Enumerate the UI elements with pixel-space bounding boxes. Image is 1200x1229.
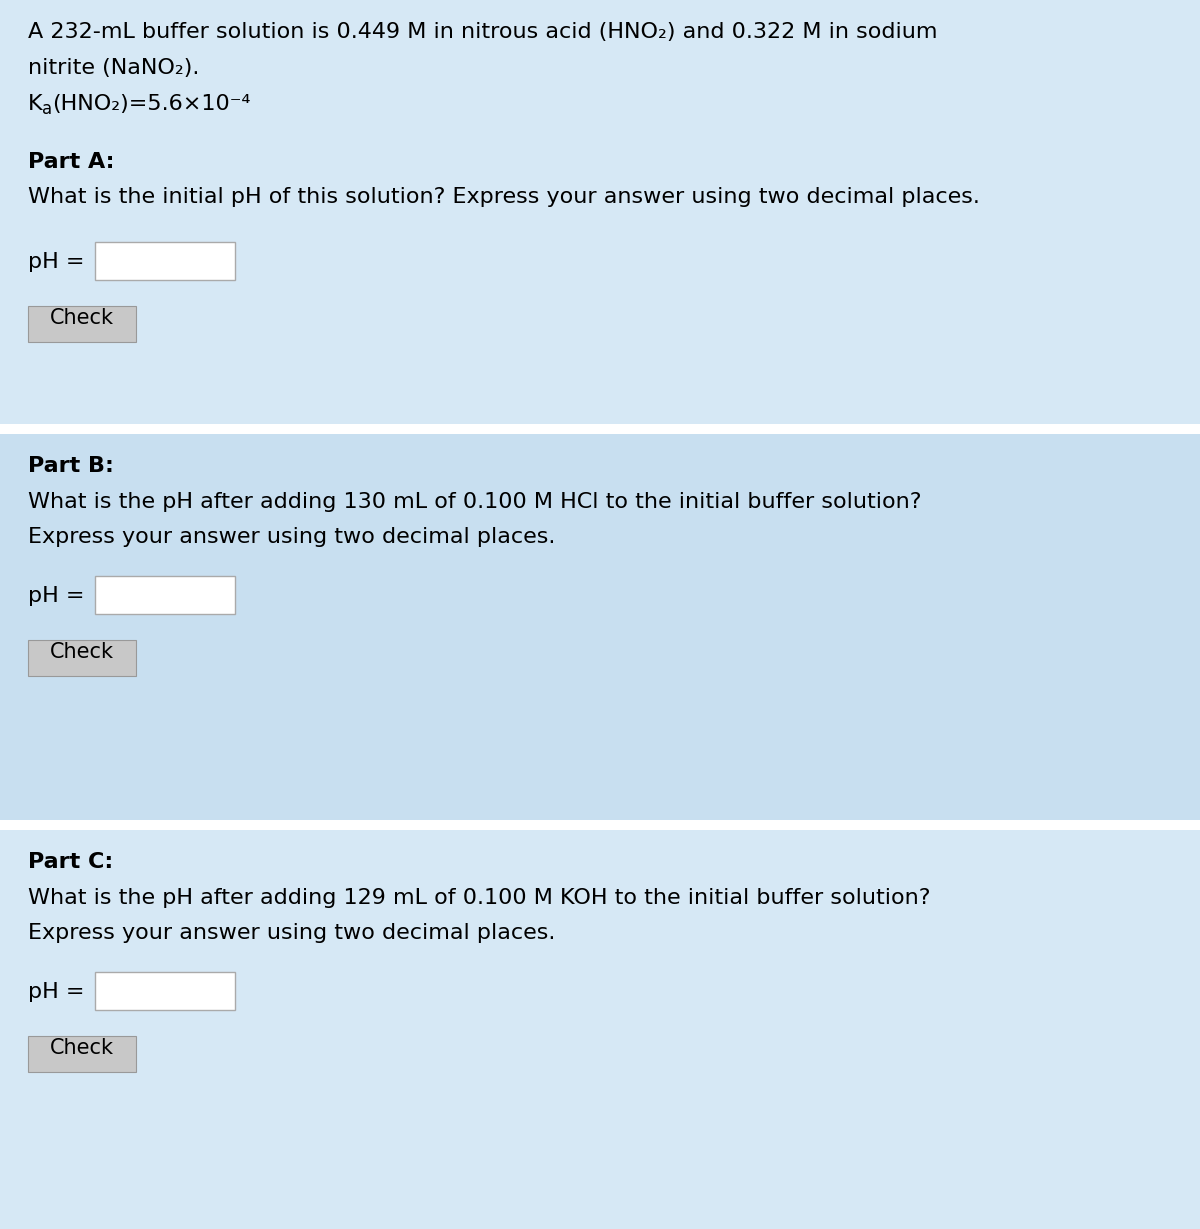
Text: pH =: pH = — [28, 982, 84, 1002]
Text: A 232-mL buffer solution is 0.449 M in nitrous acid (HNO₂) and 0.322 M in sodium: A 232-mL buffer solution is 0.449 M in n… — [28, 22, 937, 42]
Text: What is the initial pH of this solution? Express your answer using two decimal p: What is the initial pH of this solution?… — [28, 187, 980, 206]
Text: Part B:: Part B: — [28, 456, 114, 476]
Text: Express your answer using two decimal places.: Express your answer using two decimal pl… — [28, 527, 556, 547]
Bar — [95, 242, 235, 280]
Text: Check: Check — [50, 642, 114, 662]
Text: nitrite (NaNO₂).: nitrite (NaNO₂). — [28, 58, 199, 77]
Text: Part A:: Part A: — [28, 152, 114, 172]
Text: What is the pH after adding 130 mL of 0.100 M HCl to the initial buffer solution: What is the pH after adding 130 mL of 0.… — [28, 492, 922, 512]
Text: Express your answer using two decimal places.: Express your answer using two decimal pl… — [28, 923, 556, 943]
Bar — [28, 640, 136, 676]
Text: pH =: pH = — [28, 586, 84, 606]
Bar — [0, 434, 1200, 820]
Bar — [0, 424, 1200, 434]
Bar — [0, 820, 1200, 830]
Text: (HNO₂)=5.6×10⁻⁴: (HNO₂)=5.6×10⁻⁴ — [52, 93, 251, 114]
Text: Part C:: Part C: — [28, 852, 113, 873]
Bar — [28, 1036, 136, 1072]
Text: Check: Check — [50, 1039, 114, 1058]
Text: a: a — [42, 100, 52, 118]
Bar — [95, 576, 235, 614]
Text: Check: Check — [50, 308, 114, 328]
Bar — [95, 972, 235, 1010]
Text: K: K — [28, 93, 43, 114]
Text: pH =: pH = — [28, 252, 84, 272]
Bar — [0, 830, 1200, 1229]
Bar — [0, 0, 1200, 424]
Bar — [28, 306, 136, 342]
Text: What is the pH after adding 129 mL of 0.100 M KOH to the initial buffer solution: What is the pH after adding 129 mL of 0.… — [28, 889, 930, 908]
